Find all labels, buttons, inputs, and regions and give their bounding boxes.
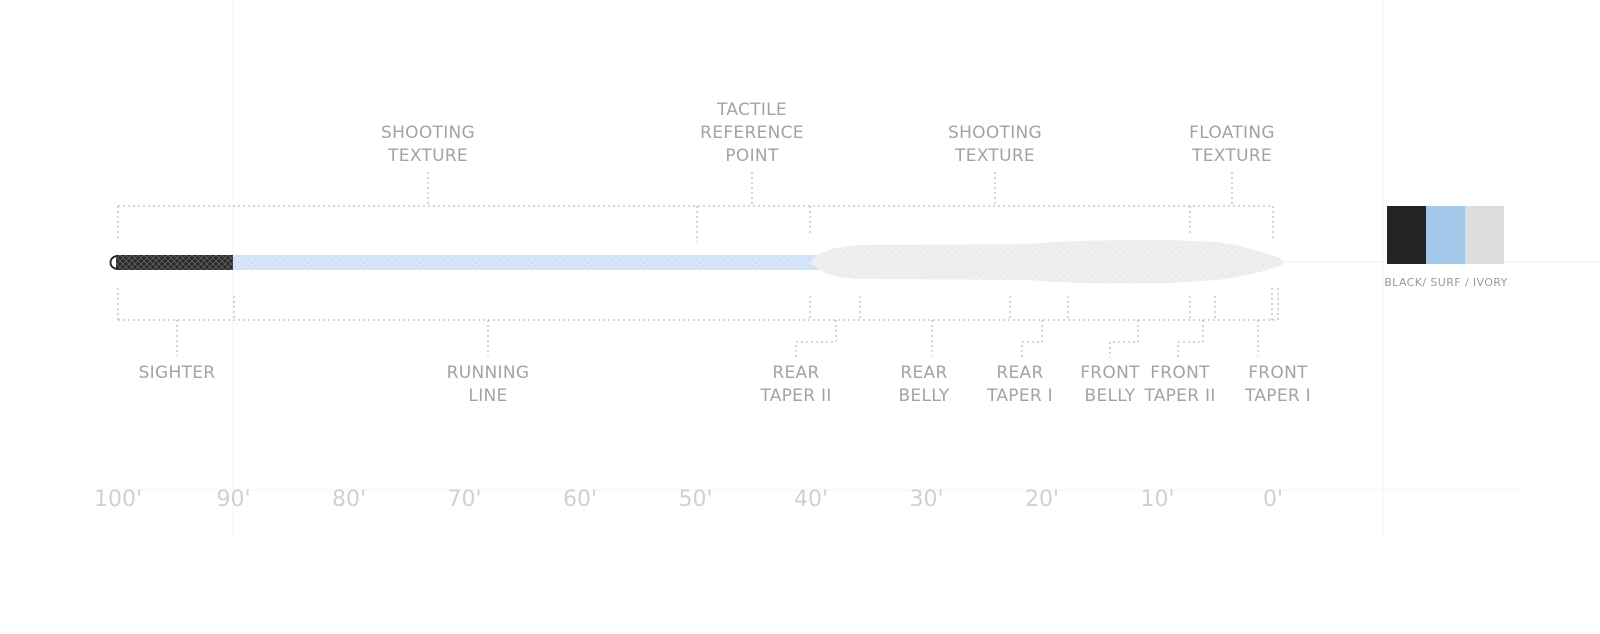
- swatch-ivory: [1465, 206, 1504, 264]
- label-front-belly: BELLY: [1085, 386, 1136, 406]
- label-floating-texture: FLOATING: [1189, 123, 1275, 143]
- label-shooting-texture-rear: SHOOTING: [381, 123, 475, 143]
- welded-loop: [109, 255, 119, 270]
- top-bracket: [117, 205, 1274, 242]
- scale-tick: 100': [94, 487, 142, 512]
- label-running-line: LINE: [468, 386, 507, 406]
- scale-tick: 10': [1140, 487, 1174, 512]
- label-tactile-reference-point: REFERENCE: [700, 123, 804, 143]
- top-labels: SHOOTING TEXTURE TACTILE REFERENCE POINT SHOO…: [381, 100, 1275, 166]
- label-rear-taper-ii: TAPER II: [759, 386, 831, 406]
- label-front-taper-ii: TAPER II: [1143, 386, 1215, 406]
- label-shooting-texture-rear: TEXTURE: [387, 146, 468, 166]
- label-shooting-texture-front: SHOOTING: [948, 123, 1042, 143]
- scale-tick: 50': [678, 487, 712, 512]
- scale-tick: 90': [216, 487, 250, 512]
- bottom-label-leaders: [176, 320, 1259, 358]
- top-label-leaders: [427, 172, 1233, 206]
- fly-line: [109, 240, 1600, 284]
- scale-tick: 80': [332, 487, 366, 512]
- scale-tick: 20': [1025, 487, 1059, 512]
- label-tactile-reference-point: TACTILE: [716, 100, 787, 120]
- swatch-black: [1387, 206, 1426, 264]
- scale-tick: 70': [447, 487, 481, 512]
- label-rear-taper-i: REAR: [996, 363, 1043, 383]
- label-tactile-reference-point: POINT: [725, 146, 779, 166]
- label-shooting-texture-front: TEXTURE: [954, 146, 1035, 166]
- color-swatches: [1387, 206, 1504, 264]
- swatch-caption: BLACK/ SURF / IVORY: [1384, 276, 1508, 289]
- scale-tick: 60': [563, 487, 597, 512]
- label-rear-belly: BELLY: [899, 386, 950, 406]
- label-rear-taper-ii: REAR: [772, 363, 819, 383]
- length-scale: 100' 90' 80' 70' 60' 50' 40' 30' 20' 10' 0': [94, 487, 1283, 512]
- label-front-taper-i: TAPER I: [1244, 386, 1311, 406]
- scale-tick: 40': [794, 487, 828, 512]
- label-sighter: SIGHTER: [139, 363, 216, 383]
- label-front-taper-ii: FRONT: [1150, 363, 1210, 383]
- label-rear-taper-i: TAPER I: [986, 386, 1053, 406]
- swatch-surf: [1426, 206, 1465, 264]
- scale-tick: 0': [1263, 487, 1283, 512]
- scale-tick: 30': [909, 487, 943, 512]
- bottom-bracket: [117, 288, 1279, 321]
- label-front-taper-i: FRONT: [1248, 363, 1308, 383]
- label-running-line: RUNNING: [447, 363, 530, 383]
- label-floating-texture: TEXTURE: [1191, 146, 1272, 166]
- bottom-labels: SIGHTER RUNNING LINE REAR TAPER II REAR BELLY R…: [139, 363, 1311, 406]
- label-rear-belly: REAR: [900, 363, 947, 383]
- label-front-belly: FRONT: [1080, 363, 1140, 383]
